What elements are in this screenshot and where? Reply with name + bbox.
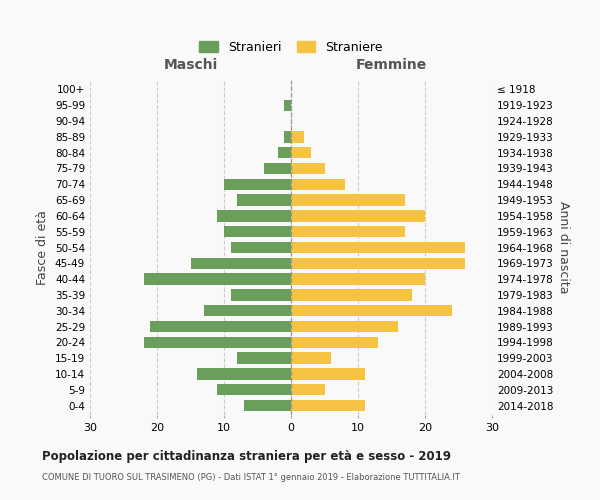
Bar xyxy=(291,400,365,411)
Bar xyxy=(291,305,452,316)
Bar xyxy=(291,368,365,380)
Bar xyxy=(191,258,291,269)
Bar xyxy=(197,368,291,380)
Bar xyxy=(264,163,291,174)
Text: COMUNE DI TUORO SUL TRASIMENO (PG) - Dati ISTAT 1° gennaio 2019 - Elaborazione T: COMUNE DI TUORO SUL TRASIMENO (PG) - Dat… xyxy=(42,472,460,482)
Bar xyxy=(291,352,331,364)
Bar xyxy=(204,305,291,316)
Bar xyxy=(278,147,291,158)
Bar xyxy=(244,400,291,411)
Text: Femmine: Femmine xyxy=(356,58,427,72)
Legend: Stranieri, Straniere: Stranieri, Straniere xyxy=(194,36,388,59)
Bar xyxy=(143,274,291,285)
Bar xyxy=(291,289,412,300)
Bar xyxy=(291,336,378,348)
Y-axis label: Anni di nascita: Anni di nascita xyxy=(557,201,570,294)
Bar xyxy=(291,178,344,190)
Bar xyxy=(284,100,291,111)
Bar xyxy=(238,352,291,364)
Bar xyxy=(151,321,291,332)
Bar xyxy=(291,242,465,253)
Bar xyxy=(291,258,465,269)
Bar xyxy=(291,163,325,174)
Text: Maschi: Maschi xyxy=(163,58,218,72)
Bar xyxy=(217,210,291,222)
Bar xyxy=(291,384,325,396)
Bar xyxy=(224,178,291,190)
Bar xyxy=(291,131,304,142)
Bar xyxy=(291,147,311,158)
Bar xyxy=(238,194,291,206)
Text: Popolazione per cittadinanza straniera per età e sesso - 2019: Popolazione per cittadinanza straniera p… xyxy=(42,450,451,463)
Y-axis label: Fasce di età: Fasce di età xyxy=(37,210,49,285)
Bar xyxy=(291,321,398,332)
Bar xyxy=(143,336,291,348)
Bar xyxy=(230,289,291,300)
Bar xyxy=(291,210,425,222)
Bar xyxy=(224,226,291,237)
Bar xyxy=(291,274,425,285)
Bar xyxy=(230,242,291,253)
Bar xyxy=(291,226,405,237)
Bar xyxy=(291,194,405,206)
Bar xyxy=(284,131,291,142)
Bar xyxy=(217,384,291,396)
